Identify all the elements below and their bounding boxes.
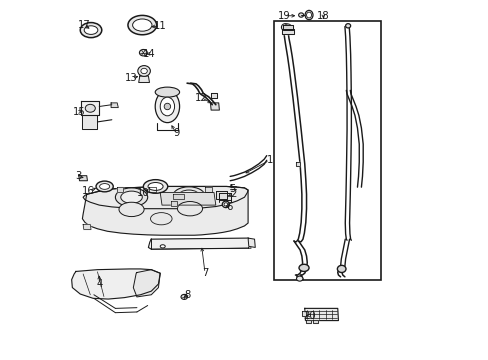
Ellipse shape — [148, 183, 163, 190]
Ellipse shape — [281, 24, 289, 31]
Polygon shape — [219, 193, 230, 200]
Ellipse shape — [160, 245, 165, 248]
Ellipse shape — [119, 202, 144, 217]
Polygon shape — [295, 162, 300, 166]
Polygon shape — [172, 194, 183, 199]
Text: 16: 16 — [82, 186, 95, 196]
Ellipse shape — [160, 97, 174, 116]
Ellipse shape — [181, 294, 187, 300]
Text: 5: 5 — [228, 184, 235, 194]
Text: 15: 15 — [72, 107, 85, 117]
Polygon shape — [313, 320, 318, 323]
Ellipse shape — [100, 184, 109, 189]
Polygon shape — [139, 76, 149, 82]
Polygon shape — [305, 320, 310, 323]
Ellipse shape — [296, 276, 303, 281]
Ellipse shape — [80, 23, 102, 38]
Text: 20: 20 — [303, 311, 315, 320]
Polygon shape — [204, 187, 211, 192]
Bar — [273, 22, 380, 280]
Ellipse shape — [164, 103, 170, 110]
Ellipse shape — [298, 13, 303, 17]
Polygon shape — [72, 269, 160, 299]
Text: 17: 17 — [77, 20, 90, 30]
Polygon shape — [215, 191, 226, 199]
Polygon shape — [148, 238, 251, 249]
Text: 1: 1 — [266, 155, 272, 165]
Text: 14: 14 — [143, 49, 156, 59]
Ellipse shape — [128, 15, 156, 35]
Text: 12: 12 — [195, 93, 207, 103]
Ellipse shape — [177, 202, 202, 216]
Ellipse shape — [172, 187, 204, 206]
Text: 10: 10 — [137, 188, 149, 198]
Polygon shape — [81, 101, 99, 116]
Text: 2: 2 — [230, 189, 237, 199]
Polygon shape — [281, 30, 293, 34]
Text: 6: 6 — [226, 202, 232, 212]
Polygon shape — [301, 311, 305, 316]
Ellipse shape — [305, 10, 312, 20]
Polygon shape — [79, 176, 87, 181]
Ellipse shape — [178, 190, 199, 202]
Ellipse shape — [84, 26, 98, 35]
Ellipse shape — [345, 24, 350, 28]
Polygon shape — [283, 25, 292, 30]
Text: 9: 9 — [173, 129, 179, 138]
Text: 11: 11 — [154, 21, 166, 31]
Ellipse shape — [224, 203, 227, 206]
Polygon shape — [117, 187, 123, 192]
Ellipse shape — [284, 24, 291, 31]
Text: 7: 7 — [202, 268, 208, 278]
Ellipse shape — [141, 68, 147, 74]
Ellipse shape — [155, 87, 179, 97]
Text: 8: 8 — [183, 290, 190, 300]
Polygon shape — [210, 103, 219, 110]
Polygon shape — [83, 225, 91, 229]
Ellipse shape — [132, 19, 152, 31]
Text: 19: 19 — [277, 11, 290, 21]
Ellipse shape — [143, 180, 167, 193]
Polygon shape — [171, 201, 177, 206]
Ellipse shape — [121, 191, 142, 203]
Text: 18: 18 — [316, 11, 329, 21]
Ellipse shape — [150, 213, 172, 225]
Ellipse shape — [115, 188, 147, 207]
Ellipse shape — [222, 201, 229, 208]
Polygon shape — [111, 103, 118, 108]
Text: 13: 13 — [125, 73, 138, 83]
Ellipse shape — [306, 12, 311, 18]
Text: 4: 4 — [96, 279, 102, 289]
Ellipse shape — [139, 49, 147, 56]
Text: 3: 3 — [76, 171, 82, 181]
Polygon shape — [149, 187, 155, 192]
Ellipse shape — [85, 104, 95, 112]
Polygon shape — [133, 270, 160, 297]
Polygon shape — [160, 193, 215, 205]
Polygon shape — [304, 309, 338, 320]
Polygon shape — [247, 238, 255, 247]
Polygon shape — [82, 116, 97, 129]
Polygon shape — [210, 93, 216, 98]
Ellipse shape — [298, 264, 308, 271]
Ellipse shape — [337, 265, 346, 273]
Polygon shape — [82, 186, 247, 235]
Ellipse shape — [96, 181, 113, 192]
Polygon shape — [83, 186, 247, 209]
Ellipse shape — [138, 66, 150, 76]
Ellipse shape — [155, 90, 179, 123]
